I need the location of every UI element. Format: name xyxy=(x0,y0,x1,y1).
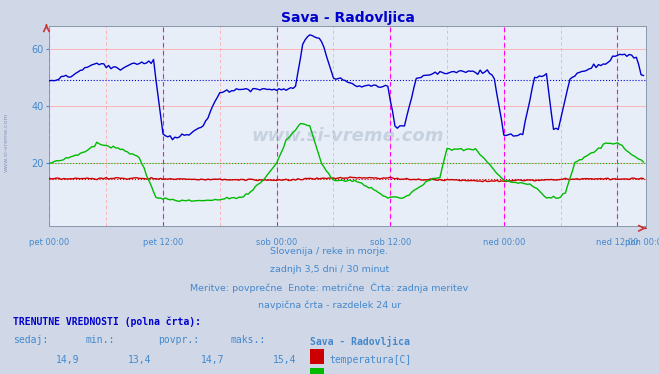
Text: sedaj:: sedaj: xyxy=(13,335,48,346)
Text: ned 12:00: ned 12:00 xyxy=(596,238,639,247)
Text: Meritve: povprečne  Enote: metrične  Črta: zadnja meritev: Meritve: povprečne Enote: metrične Črta:… xyxy=(190,283,469,293)
Text: www.si-vreme.com: www.si-vreme.com xyxy=(251,127,444,145)
Text: min.:: min.: xyxy=(86,335,115,346)
Title: Sava - Radovljica: Sava - Radovljica xyxy=(281,11,415,25)
Text: 15,4: 15,4 xyxy=(273,355,297,365)
Text: maks.:: maks.: xyxy=(231,335,266,346)
Text: 13,4: 13,4 xyxy=(128,355,152,365)
Text: ned 00:00: ned 00:00 xyxy=(482,238,525,247)
Text: zadnjh 3,5 dni / 30 minut: zadnjh 3,5 dni / 30 minut xyxy=(270,265,389,274)
Text: povpr.:: povpr.: xyxy=(158,335,199,346)
Text: www.si-vreme.com: www.si-vreme.com xyxy=(4,112,9,172)
Text: Sava - Radovljica: Sava - Radovljica xyxy=(310,335,410,346)
Text: navpična črta - razdelek 24 ur: navpična črta - razdelek 24 ur xyxy=(258,301,401,310)
Text: 14,7: 14,7 xyxy=(200,355,224,365)
Text: temperatura[C]: temperatura[C] xyxy=(330,355,412,365)
Text: sob 12:00: sob 12:00 xyxy=(370,238,411,247)
Text: pet 00:00: pet 00:00 xyxy=(29,238,70,247)
Text: sob 00:00: sob 00:00 xyxy=(256,238,297,247)
Text: pet 12:00: pet 12:00 xyxy=(143,238,183,247)
Text: pon 00:00: pon 00:00 xyxy=(625,238,659,247)
Text: Slovenija / reke in morje.: Slovenija / reke in morje. xyxy=(270,247,389,256)
Text: 14,9: 14,9 xyxy=(55,355,79,365)
Text: TRENUTNE VREDNOSTI (polna črta):: TRENUTNE VREDNOSTI (polna črta): xyxy=(13,316,201,327)
